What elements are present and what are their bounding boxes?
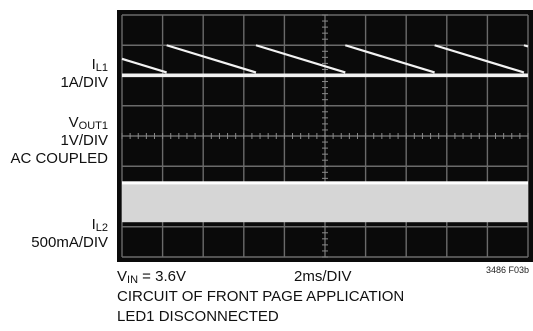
vout1-coupling: AC COUPLED: [10, 150, 108, 167]
il1-sub: L1: [95, 62, 108, 74]
trace-vout1-ramp: [121, 57, 167, 74]
il2-scale: 500mA/DIV: [31, 234, 108, 251]
vin-name: V: [117, 268, 128, 285]
timebase-label: 2ms/DIV: [294, 268, 352, 285]
trace-il2-edge: [122, 181, 528, 185]
vin-value: = 3.6V: [138, 268, 186, 285]
vout1-sub: OUT1: [78, 120, 108, 132]
trace-vout1-ramp: [434, 44, 525, 74]
vout1-label: VOUT1 1V/DIV AC COUPLED: [10, 114, 108, 168]
footer-line3: LED1 DISCONNECTED: [117, 308, 279, 325]
trace-vout1-ramp: [344, 44, 435, 74]
il2-name: I: [91, 216, 96, 233]
vout1-scale: 1V/DIV: [60, 132, 108, 149]
trace-il2: [122, 181, 528, 223]
trace-vout1-ramp: [166, 44, 257, 74]
il1-name: I: [91, 56, 96, 73]
trace-vout1-ramp: [523, 44, 529, 48]
footer-line2: CIRCUIT OF FRONT PAGE APPLICATION: [117, 288, 405, 305]
scope-traces: [121, 44, 529, 223]
oscilloscope-display: [117, 10, 533, 262]
footer-line1: VIN = 3.6V: [117, 268, 186, 286]
trace-vout1-ramp: [255, 44, 346, 74]
vout1-name: V: [68, 114, 79, 131]
trace-il1: [122, 73, 528, 78]
vin-sub: IN: [127, 274, 139, 286]
il1-label: IL1 1A/DIV: [60, 56, 108, 92]
il1-scale: 1A/DIV: [60, 74, 108, 91]
figure-id: 3486 F03b: [485, 265, 529, 275]
il2-label: IL2 500mA/DIV: [31, 216, 108, 252]
il2-sub: L2: [95, 222, 108, 234]
